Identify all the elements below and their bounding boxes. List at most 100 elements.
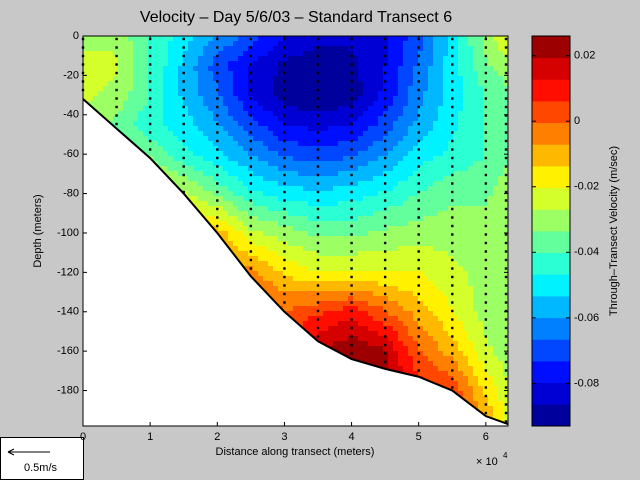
contour-cell <box>223 206 229 212</box>
contour-cell <box>308 91 314 97</box>
contour-cell <box>218 76 224 82</box>
contour-cell <box>143 51 149 57</box>
contour-cell <box>173 41 179 47</box>
contour-cell <box>183 161 189 167</box>
contour-cell <box>303 316 309 322</box>
contour-cell <box>358 241 364 247</box>
contour-cell <box>248 51 254 57</box>
contour-cell <box>293 56 299 62</box>
contour-cell <box>388 201 394 207</box>
contour-cell <box>213 96 219 102</box>
contour-cell <box>198 146 204 152</box>
contour-cell <box>273 101 279 107</box>
contour-cell <box>268 286 274 292</box>
contour-cell <box>273 291 279 297</box>
contour-cell <box>243 106 249 112</box>
contour-cell <box>383 211 389 217</box>
contour-cell <box>373 316 379 322</box>
contour-cell <box>378 321 384 327</box>
contour-cell <box>98 56 104 62</box>
contour-cell <box>268 176 274 182</box>
contour-cell <box>223 91 229 97</box>
contour-cell <box>308 241 314 247</box>
contour-cell <box>368 121 374 127</box>
contour-cell <box>333 56 339 62</box>
contour-cell <box>383 346 389 352</box>
contour-cell <box>333 166 339 172</box>
contour-cell <box>198 196 204 202</box>
contour-cell <box>253 66 259 72</box>
contour-cell <box>128 111 134 117</box>
contour-cell <box>323 81 329 87</box>
contour-cell <box>208 166 214 172</box>
contour-cell <box>323 141 329 147</box>
contour-cell <box>333 71 339 77</box>
contour-cell <box>273 156 279 162</box>
contour-cell <box>293 156 299 162</box>
contour-cell <box>223 61 229 67</box>
contour-cell <box>293 246 299 252</box>
contour-cell <box>393 41 399 47</box>
contour-cell <box>253 196 259 202</box>
contour-cell <box>398 141 404 147</box>
contour-cell <box>333 116 339 122</box>
contour-cell <box>143 36 149 42</box>
contour-cell <box>278 186 284 192</box>
contour-cell <box>323 251 329 257</box>
contour-cell <box>188 161 194 167</box>
contour-cell <box>178 131 184 137</box>
contour-cell <box>318 216 324 222</box>
contour-cell <box>203 96 209 102</box>
contour-cell <box>273 176 279 182</box>
contour-cell <box>348 296 354 302</box>
contour-cell <box>313 91 319 97</box>
contour-cell <box>298 51 304 57</box>
contour-cell <box>313 51 319 57</box>
contour-cell <box>133 91 139 97</box>
contour-cell <box>398 136 404 142</box>
contour-cell <box>358 151 364 157</box>
contour-cell <box>223 176 229 182</box>
contour-cell <box>383 176 389 182</box>
contour-cell <box>358 91 364 97</box>
contour-cell <box>168 156 174 162</box>
contour-cell <box>283 106 289 112</box>
contour-cell <box>253 221 259 227</box>
contour-cell <box>393 231 399 237</box>
contour-cell <box>398 276 404 282</box>
contour-cell <box>183 86 189 92</box>
contour-cell <box>378 116 384 122</box>
contour-cell <box>93 51 99 57</box>
contour-cell <box>143 61 149 67</box>
contour-cell <box>388 321 394 327</box>
contour-cell <box>378 286 384 292</box>
contour-cell <box>258 151 264 157</box>
contour-cell <box>348 186 354 192</box>
contour-cell <box>308 296 314 302</box>
contour-cell <box>313 271 319 277</box>
contour-cell <box>398 201 404 207</box>
contour-cell <box>328 91 334 97</box>
contour-cell <box>378 221 384 227</box>
contour-cell <box>388 96 394 102</box>
contour-cell <box>368 156 374 162</box>
contour-cell <box>273 151 279 157</box>
contour-cell <box>263 46 269 52</box>
contour-cell <box>233 201 239 207</box>
contour-cell <box>268 266 274 272</box>
contour-cell <box>318 191 324 197</box>
contour-cell <box>313 251 319 257</box>
contour-cell <box>373 361 379 367</box>
contour-cell <box>303 56 309 62</box>
contour-cell <box>398 281 404 287</box>
contour-cell <box>323 171 329 177</box>
contour-cell <box>288 126 294 132</box>
contour-cell <box>213 121 219 127</box>
contour-cell <box>253 251 259 257</box>
contour-cell <box>293 171 299 177</box>
contour-cell <box>373 276 379 282</box>
contour-cell <box>118 41 124 47</box>
contour-cell <box>118 96 124 102</box>
contour-cell <box>228 66 234 72</box>
contour-cell <box>168 101 174 107</box>
